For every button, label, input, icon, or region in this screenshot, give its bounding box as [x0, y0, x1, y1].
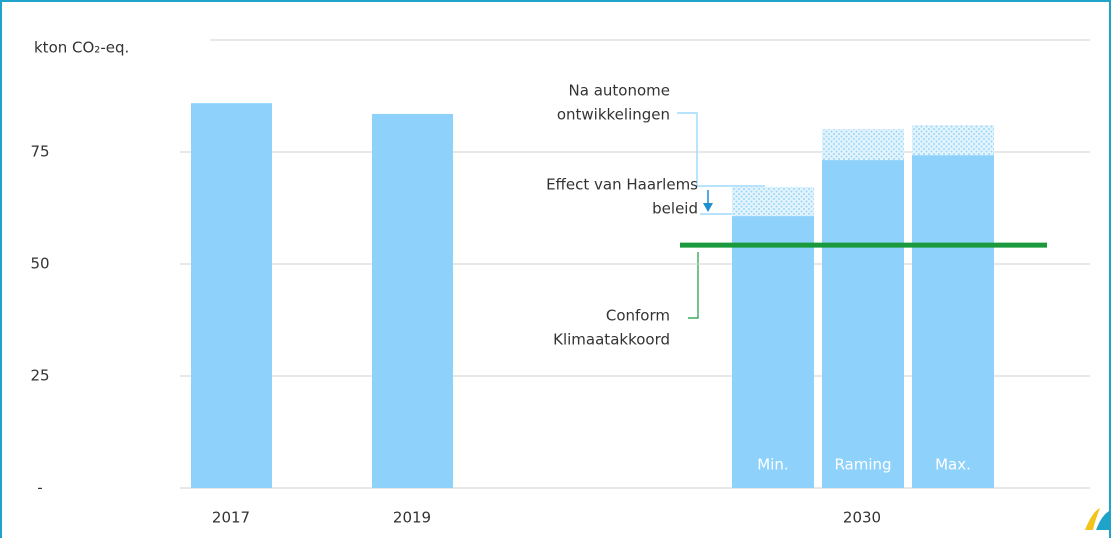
- y-tick-label: 50: [30, 255, 49, 273]
- bar-base: [912, 155, 994, 489]
- annotation: beleid: [652, 200, 698, 218]
- bar-autonomous: [822, 129, 904, 161]
- x-tick-label: 2019: [393, 509, 431, 527]
- connector: [677, 112, 765, 187]
- y-tick-label: -: [37, 479, 42, 497]
- bar-label: Min.: [757, 456, 788, 474]
- y-axis-label: kton CO₂-eq.: [34, 39, 129, 57]
- y-tick-label: 25: [30, 367, 49, 385]
- annotation: Na autonome: [569, 82, 670, 100]
- bar-label: Raming: [834, 456, 891, 474]
- y-tick-label: 75: [30, 143, 49, 161]
- arrow-head: [703, 203, 713, 212]
- bar-autonomous: [912, 125, 994, 156]
- x-tick-label: 2030: [843, 509, 881, 527]
- bar-base: [822, 160, 904, 488]
- annotation: Conform: [606, 307, 670, 325]
- bar-label: Max.: [935, 456, 971, 474]
- bar-base: [732, 216, 814, 488]
- bar-autonomous: [732, 186, 814, 217]
- annotation: Effect van Haarlems: [546, 176, 698, 194]
- connector: [688, 252, 699, 319]
- x-tick-label: 2017: [212, 509, 250, 527]
- bar: [191, 103, 272, 488]
- annotation: Klimaatakkoord: [553, 331, 670, 349]
- annotation: ontwikkelingen: [557, 106, 670, 124]
- logo: [1085, 508, 1111, 530]
- bar: [372, 113, 453, 489]
